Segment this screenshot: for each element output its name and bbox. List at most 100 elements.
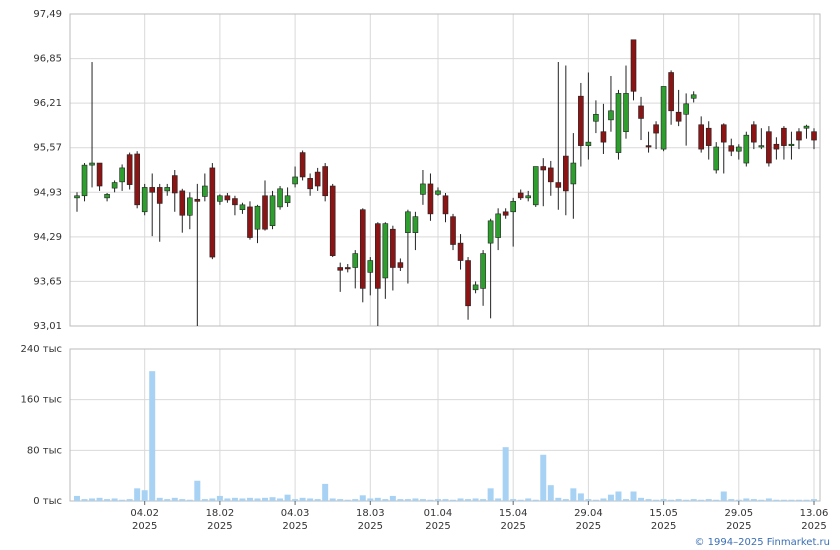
volume-bar xyxy=(277,498,284,501)
volume-bar xyxy=(502,447,509,501)
candle-body xyxy=(532,166,539,206)
candle-body xyxy=(397,262,404,268)
y-tick-label: 94,29 xyxy=(33,232,62,243)
volume-bar xyxy=(607,494,614,501)
candle-body xyxy=(495,213,501,238)
y-tick-label: 97,49 xyxy=(33,9,62,20)
y-tick-label: 0 тыс xyxy=(33,496,62,507)
candle-body xyxy=(623,93,629,132)
candle-body xyxy=(517,192,524,199)
candle-body xyxy=(307,178,313,190)
candle-body xyxy=(247,206,253,238)
volume-bar xyxy=(577,493,584,501)
candle-body xyxy=(705,127,712,146)
candle-body xyxy=(751,124,757,143)
y-tick-label: 80 тыс xyxy=(27,445,62,456)
volume-bar xyxy=(231,497,238,501)
x-tick-year: 2025 xyxy=(282,521,307,532)
candle-body xyxy=(344,267,351,270)
candle-body xyxy=(442,195,449,215)
x-tick-year: 2025 xyxy=(726,521,751,532)
candle-body xyxy=(187,197,193,216)
candle-body xyxy=(578,95,584,146)
candle-body xyxy=(638,105,644,119)
y-tick-label: 95,57 xyxy=(33,143,62,154)
volume-bar xyxy=(194,480,201,501)
volume-bar xyxy=(562,499,569,501)
candle-body xyxy=(457,242,464,261)
x-tick-label: 04.03 xyxy=(281,508,310,519)
volume-bar xyxy=(811,499,817,501)
volume-bar xyxy=(164,499,171,501)
volume-bar xyxy=(630,491,637,501)
candle-body xyxy=(382,223,389,279)
candle-body xyxy=(232,198,238,206)
volume-bar xyxy=(585,499,592,501)
candle-body xyxy=(788,143,795,146)
volume-bar xyxy=(487,488,494,501)
x-tick-label: 15.05 xyxy=(649,508,678,519)
volume-bar xyxy=(344,499,351,501)
copyright: © 1994–2025 Finmarket.ru xyxy=(694,537,830,548)
y-tick-label: 94,93 xyxy=(33,187,62,198)
volume-bar xyxy=(419,499,426,501)
candle-body xyxy=(450,216,456,245)
volume-bar xyxy=(434,499,441,501)
volume-bar xyxy=(638,497,645,501)
volume-bar xyxy=(382,499,389,501)
volume-bar xyxy=(698,499,705,501)
volume-bar xyxy=(735,499,742,501)
volume-bar xyxy=(74,495,80,501)
volume-bar xyxy=(472,498,479,501)
candle-body xyxy=(781,127,787,146)
volume-bar xyxy=(397,499,404,501)
volume-bar xyxy=(532,499,539,501)
candle-body xyxy=(352,253,359,268)
volume-bar xyxy=(209,498,216,501)
volume-bar xyxy=(389,495,396,501)
candle-body xyxy=(758,145,765,148)
volume-bar xyxy=(216,495,223,501)
volume-bar xyxy=(547,485,554,501)
volume-bar xyxy=(104,499,111,501)
volume-bar xyxy=(111,498,118,501)
candle-body xyxy=(547,167,554,183)
volume-bar xyxy=(653,499,660,501)
candle-body xyxy=(134,153,140,206)
volume-bar xyxy=(540,454,547,501)
volume-bar xyxy=(149,371,156,501)
candle-body xyxy=(675,111,682,122)
volume-bar xyxy=(683,499,690,501)
candle-body xyxy=(179,190,186,216)
volume-bar xyxy=(329,498,336,501)
volume-bar xyxy=(555,497,562,501)
y-tick-label: 240 тыс xyxy=(21,344,62,355)
candle-body xyxy=(480,253,486,289)
candle-body xyxy=(171,175,178,194)
volume-bar xyxy=(720,491,727,501)
candle-body xyxy=(698,124,704,150)
volume-bar xyxy=(201,499,208,501)
volume-bar xyxy=(359,495,366,501)
candle-body xyxy=(375,223,381,289)
candle-body xyxy=(563,155,569,192)
volume-bar xyxy=(457,498,464,501)
candle-body xyxy=(224,195,231,201)
candle-body xyxy=(420,183,426,195)
candle-body xyxy=(525,195,532,199)
volume-bar xyxy=(126,499,133,501)
candle-body xyxy=(359,209,366,289)
volume-bar xyxy=(427,499,434,501)
candle-body xyxy=(217,195,223,202)
volume-bar xyxy=(284,494,291,501)
y-tick-label: 93,01 xyxy=(33,321,62,332)
candle-body xyxy=(472,284,479,291)
volume-bar xyxy=(615,491,622,501)
candle-body xyxy=(713,146,720,171)
volume-bar xyxy=(592,499,599,501)
volume-bar xyxy=(645,499,652,501)
volume-bar xyxy=(480,499,487,501)
volume-bar xyxy=(307,498,314,501)
x-tick-year: 2025 xyxy=(358,521,383,532)
candle-body xyxy=(766,131,772,164)
